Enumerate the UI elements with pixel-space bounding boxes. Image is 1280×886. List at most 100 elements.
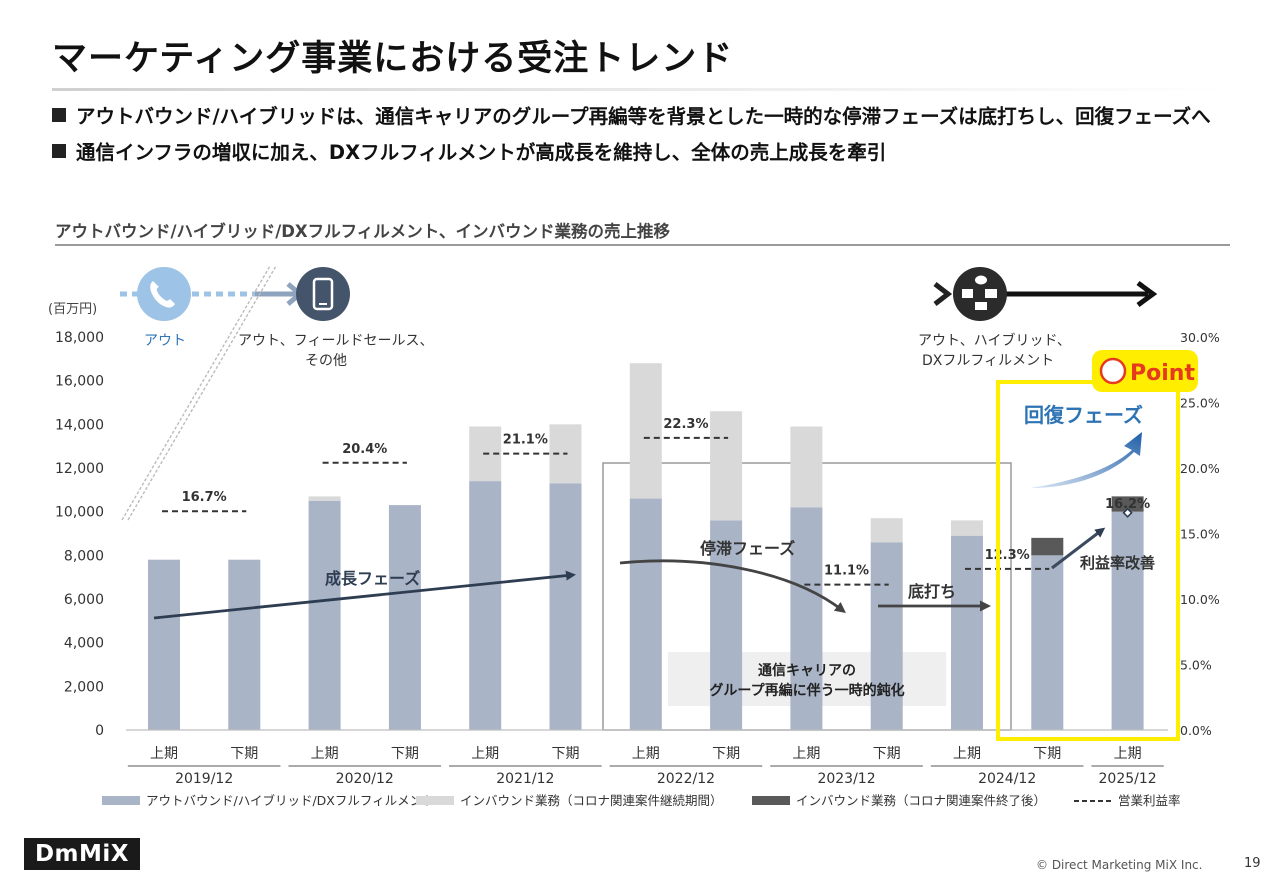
timeline-label-dx: アウト、ハイブリッド、 DXフルフィルメント bbox=[918, 332, 1075, 369]
x-tick-label: 下期 bbox=[873, 746, 901, 762]
bullet-1-text: アウトバウンド/ハイブリッドは、通信キャリアのグループ再編等を背景とした一時的な… bbox=[76, 105, 1211, 128]
legend-label: アウトバウンド/ハイブリッド/DXフルフィルメント bbox=[146, 793, 435, 808]
operating-margin-label: 22.3% bbox=[663, 417, 708, 432]
operating-margin-group: 16.7% 20.4% 21.1% 22.3% 11.1% 12.3% 16.2% bbox=[162, 417, 1150, 586]
y2-tick-label: 25.0% bbox=[1180, 396, 1220, 411]
bar-segment bbox=[469, 481, 502, 730]
y-tick-label: 12,000 bbox=[55, 461, 104, 477]
x-tick-label: 上期 bbox=[792, 746, 820, 762]
operating-margin-label: 20.4% bbox=[342, 442, 387, 457]
timeline-label-field: アウト、フィールドセールス、 その他 bbox=[238, 333, 438, 369]
bottom-phase-label: 底打ち bbox=[908, 582, 956, 601]
bar-segment bbox=[1031, 537, 1064, 556]
point-label: Point bbox=[1130, 361, 1195, 386]
chart-heading: アウトバウンド/ハイブリッド/DXフルフィルメント、インバウンド業務の売上推移 bbox=[55, 222, 670, 241]
bar-segment bbox=[308, 496, 341, 501]
y-tick-label: 16,000 bbox=[55, 374, 104, 390]
y-tick-label: 18,000 bbox=[55, 330, 104, 346]
smartphone-icon bbox=[296, 267, 350, 321]
x-tick-label: 上期 bbox=[471, 746, 499, 762]
year-group-label: 2020/12 bbox=[336, 771, 394, 787]
operating-margin-label: 16.2% bbox=[1105, 497, 1150, 512]
x-tick-label: 上期 bbox=[150, 746, 178, 762]
copyright: © Direct Marketing MiX Inc. bbox=[1036, 858, 1203, 872]
margin-improve-arrow bbox=[1051, 527, 1106, 570]
y-tick-label: 2,000 bbox=[64, 679, 104, 695]
year-group-label: 2023/12 bbox=[817, 771, 875, 787]
year-group-label: 2019/12 bbox=[175, 771, 233, 787]
year-group-label: 2025/12 bbox=[1099, 771, 1157, 787]
stagnation-arrow bbox=[619, 559, 846, 614]
company-logo: DmMiX bbox=[24, 838, 140, 870]
operating-margin-label: 16.7% bbox=[182, 490, 227, 505]
bar-segment bbox=[951, 535, 983, 730]
square-bullet-icon bbox=[52, 144, 66, 158]
y2-axis-ticks: 0.0% 5.0% 10.0% 15.0% 20.0% 25.0% 30.0% bbox=[1180, 330, 1220, 738]
bar-segment bbox=[629, 363, 662, 499]
bar-segment bbox=[1111, 511, 1144, 730]
title-underline bbox=[52, 88, 1232, 91]
recovery-arrow bbox=[1030, 432, 1142, 488]
y-axis-ticks: 0 2,000 4,000 6,000 8,000 10,000 12,000 14,000 1… bbox=[55, 330, 104, 739]
bar-segment bbox=[710, 411, 743, 521]
bar-segment bbox=[228, 559, 261, 730]
y2-tick-label: 20.0% bbox=[1180, 461, 1220, 476]
margin-point-marker bbox=[1122, 507, 1133, 518]
y2-tick-label: 15.0% bbox=[1180, 527, 1220, 542]
y2-tick-label: 30.0% bbox=[1180, 330, 1220, 345]
bar-segment bbox=[790, 426, 823, 508]
bar-segment bbox=[148, 559, 180, 730]
bar-segment bbox=[870, 542, 903, 730]
x-axis-labels: 上期 下期 上期 下期 上期 下期 上期 下期 上期 下期 上期 下期 上期 2019/12 2020/12… bbox=[127, 746, 1164, 787]
x-tick-label: 下期 bbox=[391, 746, 419, 762]
x-tick-label: 上期 bbox=[953, 746, 981, 762]
bullet-2-text: 通信インフラの増収に加え、DXフルフィルメントが高成長を維持し、全体の売上成長を… bbox=[76, 141, 887, 164]
axis-break-line-1 bbox=[121, 265, 271, 521]
y2-tick-label: 5.0% bbox=[1180, 658, 1212, 673]
bar-segment bbox=[870, 518, 903, 543]
sales-chart: アウト アウト、フィールドセールス、 その他 アウト、ハイブリッド、 DXフルフ… bbox=[48, 265, 1220, 808]
year-group-label: 2024/12 bbox=[978, 771, 1036, 787]
bar-segment bbox=[951, 520, 983, 536]
y-tick-label: 14,000 bbox=[55, 417, 104, 433]
bar-segment bbox=[629, 498, 662, 730]
chart-legend: アウトバウンド/ハイブリッド/DXフルフィルメント インバウンド業務（コロナ関連案… bbox=[102, 793, 1181, 808]
axis-break-line-2 bbox=[127, 265, 277, 521]
page-title: マーケティング事業における受注トレンド bbox=[52, 39, 734, 79]
x-tick-label: 下期 bbox=[712, 746, 740, 762]
x-tick-label: 上期 bbox=[1114, 746, 1142, 762]
legend-label: インバウンド業務（コロナ関連案件継続期間） bbox=[460, 793, 723, 808]
y-axis-unit: (百万円) bbox=[48, 302, 97, 317]
bar-segment bbox=[308, 500, 341, 730]
bullet-2: 通信インフラの増収に加え、DXフルフィルメントが高成長を維持し、全体の売上成長を… bbox=[52, 136, 886, 165]
y-tick-label: 10,000 bbox=[55, 505, 104, 521]
phone-icon bbox=[137, 267, 191, 321]
legend-swatch bbox=[752, 796, 790, 805]
bar-segment bbox=[1031, 555, 1064, 730]
bar-segment bbox=[710, 520, 743, 730]
operating-margin-label: 11.1% bbox=[824, 564, 869, 579]
stagnation-phase-label: 停滞フェーズ bbox=[700, 539, 795, 558]
bullet-1: アウトバウンド/ハイブリッドは、通信キャリアのグループ再編等を背景とした一時的な… bbox=[52, 100, 1211, 129]
x-tick-label: 上期 bbox=[311, 746, 339, 762]
timeline-label-out: アウト bbox=[144, 333, 186, 349]
bar-segment bbox=[549, 483, 582, 730]
y-tick-label: 8,000 bbox=[64, 548, 104, 564]
legend-swatch bbox=[416, 796, 454, 805]
timeline-arrowhead-2 bbox=[933, 282, 953, 306]
legend-label: インバウンド業務（コロナ関連案件終了後） bbox=[796, 793, 1046, 808]
operating-margin-label: 12.3% bbox=[985, 548, 1030, 563]
x-tick-label: 下期 bbox=[552, 746, 580, 762]
y-tick-label: 0 bbox=[95, 723, 104, 739]
recovery-highlight-box bbox=[996, 380, 1180, 741]
note-line-1: 通信キャリアの bbox=[758, 662, 856, 679]
operating-margin-label: 21.1% bbox=[503, 433, 548, 448]
y2-tick-label: 0.0% bbox=[1180, 723, 1212, 738]
legend-label: 営業利益率 bbox=[1118, 793, 1181, 808]
bar-segment bbox=[790, 507, 823, 730]
y-tick-label: 4,000 bbox=[64, 636, 104, 652]
margin-improve-label: 利益率改善 bbox=[1080, 554, 1155, 572]
point-badge: Point bbox=[1092, 350, 1198, 392]
bar-segment bbox=[1111, 496, 1144, 512]
legend-swatch bbox=[102, 796, 140, 805]
